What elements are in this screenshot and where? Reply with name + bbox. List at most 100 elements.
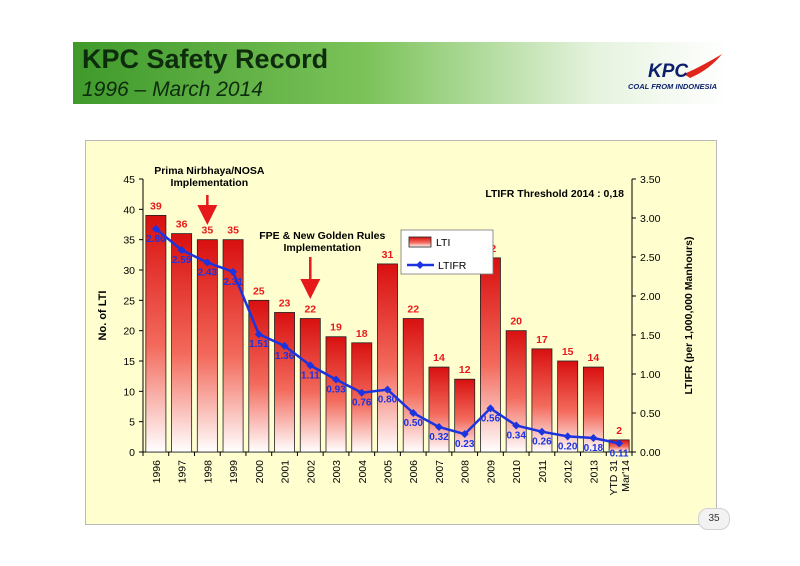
lti-data-label: 25: [253, 285, 265, 297]
y2-tick-label: 3.50: [640, 174, 661, 186]
lti-bar: [248, 299, 270, 453]
ltifr-data-label: 1.36: [275, 351, 295, 362]
x-tick-label: 2013: [588, 460, 600, 484]
lti-data-label: 18: [356, 328, 368, 340]
x-tick-label: 2011: [537, 460, 549, 483]
ltifr-point: [383, 385, 392, 394]
lti-data-label: 2: [616, 425, 622, 437]
lti-data-label: 31: [382, 249, 394, 261]
ltifr-point: [151, 224, 160, 233]
ltifr-data-label: 0.50: [404, 418, 424, 429]
lti-ltifr-chart: 0 5 10 15 20 25 30 35 40 45 0.00 0.50 1.00 1.50 2.00 2.…: [97, 165, 695, 496]
x-tick-label: 2010: [511, 460, 523, 484]
y-tick-label: 25: [123, 295, 135, 307]
y2-tick-label: 3.00: [640, 213, 661, 225]
x-tick-label: 2012: [563, 460, 575, 484]
kpc-logo: KPC COAL FROM INDONESIA: [628, 54, 722, 91]
lti-bar: [351, 342, 373, 453]
slide-subtitle: 1996 – March 2014: [82, 78, 263, 101]
ltifr-point: [177, 245, 186, 254]
y-tick-label: 40: [123, 204, 135, 216]
lti-bar: [531, 348, 553, 453]
lti-data-label: 22: [304, 304, 316, 316]
y2-axis-title: LTIFR (per 1,000,000 Manhours): [683, 237, 695, 395]
x-tick-label: 2000: [254, 460, 266, 484]
x-tick-label: 2003: [331, 460, 343, 484]
ltifr-data-label: 1.11: [301, 370, 320, 381]
y-tick-label: 45: [123, 174, 135, 186]
x-tick-label: 2009: [485, 460, 497, 484]
logo-text: KPC: [648, 61, 688, 82]
lti-data-label: 20: [510, 316, 522, 328]
ltifr-point: [460, 430, 469, 439]
ltifr-data-label: 0.20: [558, 441, 578, 452]
legend-label-lti: LTI: [436, 237, 450, 249]
y-tick-label: 5: [129, 417, 135, 429]
y-tick-label: 10: [123, 386, 135, 398]
ltifr-data-label: 0.76: [352, 398, 372, 409]
lti-bar: [557, 360, 579, 453]
x-tick-label: 2007: [434, 460, 446, 484]
lti-data-label: 23: [279, 297, 291, 309]
ltifr-point: [589, 433, 598, 442]
lti-data-label: 17: [536, 334, 548, 346]
ltifr-point: [409, 409, 418, 417]
lti-data-label: 39: [150, 200, 162, 212]
ltifr-data-label: 0.80: [378, 395, 398, 406]
y2-tick-label: 2.00: [640, 291, 661, 303]
ltifr-data-label: 0.26: [532, 437, 552, 448]
ltifr-data-label: 2.31: [223, 277, 243, 288]
ltifr-data-label: 0.32: [429, 432, 449, 443]
lti-data-label: 14: [588, 352, 600, 364]
ltifr-data-label: 0.56: [481, 413, 501, 424]
page-number: 35: [698, 508, 730, 530]
lti-data-label: 35: [227, 225, 239, 237]
x-tick-label: 2004: [357, 460, 369, 484]
ltifr-data-label: 0.18: [584, 443, 604, 454]
x-tick-label: 2005: [383, 460, 395, 484]
x-tick-label: 1996: [151, 460, 163, 484]
lti-bar: [274, 312, 295, 453]
lti-bar: [145, 215, 167, 453]
y-tick-label: 35: [123, 235, 135, 247]
lti-bar: [402, 318, 424, 453]
lti-data-label: 14: [433, 352, 445, 364]
ltifr-data-label: 2.43: [198, 267, 218, 278]
ltifr-point: [306, 361, 315, 370]
x-tick-label: 1998: [202, 460, 214, 484]
y-axis-title: No. of LTI: [97, 291, 109, 341]
ltifr-point: [332, 375, 341, 384]
ltifr-data-label: 0.93: [326, 384, 346, 395]
legend-swatch-lti: [408, 236, 432, 248]
ltifr-data-label: 2.59: [172, 255, 192, 266]
ltifr-point: [537, 427, 546, 436]
lti-data-label: 15: [562, 346, 574, 358]
y-tick-label: 20: [123, 326, 135, 338]
annotation-golden-rules: FPE & New Golden Rules Implementation: [259, 230, 385, 254]
ltifr-point: [434, 423, 443, 432]
lti-data-label: 22: [407, 304, 419, 316]
ltifr-point: [486, 404, 495, 413]
lti-data-label: 19: [330, 322, 342, 334]
ltifr-point: [563, 432, 572, 441]
y-tick-label: 0: [129, 447, 135, 459]
lti-bar: [222, 239, 244, 453]
x-tick-label: 2001: [280, 460, 292, 484]
lti-data-label: 35: [201, 225, 213, 237]
x-tick-label: 1997: [177, 460, 189, 484]
lti-bar: [377, 263, 398, 453]
ltifr-point: [254, 330, 263, 339]
lti-bar: [582, 366, 604, 453]
y-tick-label: 30: [123, 265, 135, 277]
lti-bar: [325, 336, 347, 453]
ltifr-data-label: 0.34: [506, 430, 526, 441]
slide-title: KPC Safety Record: [82, 44, 329, 74]
ltifr-data-label: 0.23: [455, 439, 475, 450]
ltifr-point: [203, 258, 212, 267]
x-tick-label: 1999: [228, 460, 240, 484]
lti-bar: [196, 239, 218, 453]
lti-bar: [299, 318, 321, 453]
ltifr-point: [229, 267, 238, 276]
x-tick-label: 2002: [305, 460, 317, 484]
x-tick-label: 2006: [408, 460, 420, 484]
